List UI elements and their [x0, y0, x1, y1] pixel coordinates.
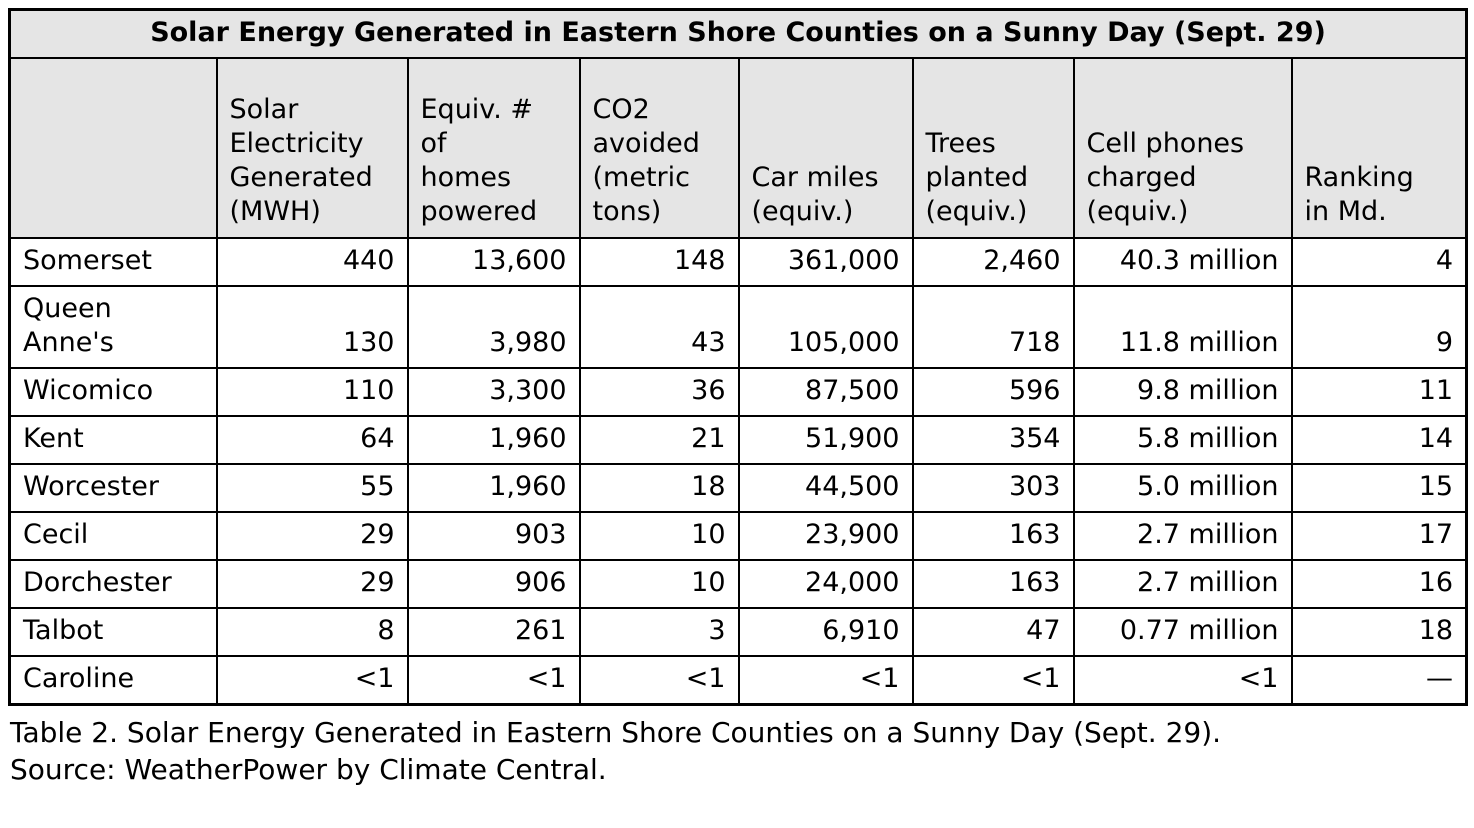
- value-cell: 261: [406, 607, 581, 657]
- value-cell: 3,980: [406, 285, 581, 369]
- value-cell: 47: [911, 607, 1075, 657]
- value-cell: 105,000: [737, 285, 914, 369]
- value-cell: 10: [578, 559, 740, 609]
- solar-energy-table: Solar Energy Generated in Eastern Shore …: [8, 8, 1469, 706]
- value-cell: 14: [1290, 415, 1468, 465]
- title-row: Solar Energy Generated in Eastern Shore …: [8, 8, 1468, 59]
- table-title: Solar Energy Generated in Eastern Shore …: [8, 8, 1468, 59]
- page: Solar Energy Generated in Eastern Shore …: [8, 8, 1469, 786]
- table-caption: Table 2. Solar Energy Generated in Easte…: [10, 716, 1222, 786]
- value-cell: 51,900: [737, 415, 914, 465]
- county-cell: Caroline: [8, 655, 218, 706]
- value-cell: 1,960: [406, 415, 581, 465]
- value-cell: 11: [1290, 367, 1468, 417]
- value-cell: 163: [911, 559, 1075, 609]
- value-cell: 5.8 million: [1072, 415, 1293, 465]
- value-cell: 40.3 million: [1072, 237, 1293, 287]
- value-cell: 354: [911, 415, 1075, 465]
- value-cell: 3,300: [406, 367, 581, 417]
- value-cell: 13,600: [406, 237, 581, 287]
- column-header: Cell phones charged (equiv.): [1072, 57, 1293, 239]
- value-cell: 15: [1290, 463, 1468, 513]
- value-cell: <1: [1072, 655, 1293, 706]
- column-header: CO2 avoided (metric tons): [578, 57, 740, 239]
- value-cell: 10: [578, 511, 740, 561]
- value-cell: 55: [215, 463, 409, 513]
- value-cell: —: [1290, 655, 1468, 706]
- value-cell: 6,910: [737, 607, 914, 657]
- value-cell: 130: [215, 285, 409, 369]
- value-cell: 21: [578, 415, 740, 465]
- value-cell: 36: [578, 367, 740, 417]
- value-cell: 23,900: [737, 511, 914, 561]
- table-row: Wicomico 110 3,300 36 87,500 596 9.8 million 11: [8, 367, 1468, 417]
- county-cell: Somerset: [8, 237, 218, 287]
- column-header: Car miles (equiv.): [737, 57, 914, 239]
- table-row: Cecil 29 903 10 23,900 163 2.7 million 17: [8, 511, 1468, 561]
- value-cell: 17: [1290, 511, 1468, 561]
- table-row: Caroline <1 <1 <1 <1 <1 <1—: [8, 655, 1468, 706]
- value-cell: 2.7 million: [1072, 559, 1293, 609]
- value-cell: 361,000: [737, 237, 914, 287]
- value-cell: 440: [215, 237, 409, 287]
- value-cell: 18: [578, 463, 740, 513]
- value-cell: 4: [1290, 237, 1468, 287]
- column-header-empty: [8, 57, 218, 239]
- value-cell: 906: [406, 559, 581, 609]
- column-header: Solar Electricity Generated (MWH): [215, 57, 409, 239]
- value-cell: 2.7 million: [1072, 511, 1293, 561]
- header-row: Solar Electricity Generated (MWH) Equiv. …: [8, 57, 1468, 239]
- value-cell: 1,960: [406, 463, 581, 513]
- value-cell: 5.0 million: [1072, 463, 1293, 513]
- county-cell: Dorchester: [8, 559, 218, 609]
- value-cell: 43: [578, 285, 740, 369]
- table-body: Somerset 440 13,600 148 361,000 2,460 40.3 mil…: [8, 237, 1468, 706]
- table-row: Worcester 55 1,960 18 44,500 303 5.0 million 15: [8, 463, 1468, 513]
- value-cell: 9: [1290, 285, 1468, 369]
- value-cell: 44,500: [737, 463, 914, 513]
- value-cell: 87,500: [737, 367, 914, 417]
- column-header: Trees planted (equiv.): [911, 57, 1075, 239]
- table-row: Talbot 8 261 3 6,910 47 0.77 million 18: [8, 607, 1468, 657]
- table-row: Queen Anne's 130 3,980 43 105,000 718 11.8 mil…: [8, 285, 1468, 369]
- value-cell: 718: [911, 285, 1075, 369]
- column-header: Ranking in Md.: [1290, 57, 1468, 239]
- value-cell: 16: [1290, 559, 1468, 609]
- value-cell: 163: [911, 511, 1075, 561]
- county-cell: Worcester: [8, 463, 218, 513]
- value-cell: <1: [911, 655, 1075, 706]
- value-cell: 110: [215, 367, 409, 417]
- value-cell: 148: [578, 237, 740, 287]
- value-cell: <1: [406, 655, 581, 706]
- county-cell: Wicomico: [8, 367, 218, 417]
- value-cell: 24,000: [737, 559, 914, 609]
- value-cell: 18: [1290, 607, 1468, 657]
- value-cell: <1: [215, 655, 409, 706]
- column-header: Equiv. # of homes powered: [406, 57, 581, 239]
- table-row: Somerset 440 13,600 148 361,000 2,460 40.3 mil…: [8, 237, 1468, 287]
- value-cell: 303: [911, 463, 1075, 513]
- value-cell: 8: [215, 607, 409, 657]
- county-cell: Kent: [8, 415, 218, 465]
- value-cell: 64: [215, 415, 409, 465]
- value-cell: 2,460: [911, 237, 1075, 287]
- value-cell: 0.77 million: [1072, 607, 1293, 657]
- county-cell: Cecil: [8, 511, 218, 561]
- table-row: Dorchester 29 906 10 24,000 163 2.7 million 16: [8, 559, 1468, 609]
- value-cell: <1: [737, 655, 914, 706]
- value-cell: 29: [215, 511, 409, 561]
- value-cell: 11.8 million: [1072, 285, 1293, 369]
- table-row: Kent 64 1,960 21 51,900 354 5.8 million 14: [8, 415, 1468, 465]
- value-cell: 903: [406, 511, 581, 561]
- table-head: Solar Energy Generated in Eastern Shore …: [8, 8, 1468, 239]
- value-cell: 9.8 million: [1072, 367, 1293, 417]
- county-cell: Talbot: [8, 607, 218, 657]
- county-cell: Queen Anne's: [8, 285, 218, 369]
- value-cell: 596: [911, 367, 1075, 417]
- value-cell: 3: [578, 607, 740, 657]
- value-cell: 29: [215, 559, 409, 609]
- value-cell: <1: [578, 655, 740, 706]
